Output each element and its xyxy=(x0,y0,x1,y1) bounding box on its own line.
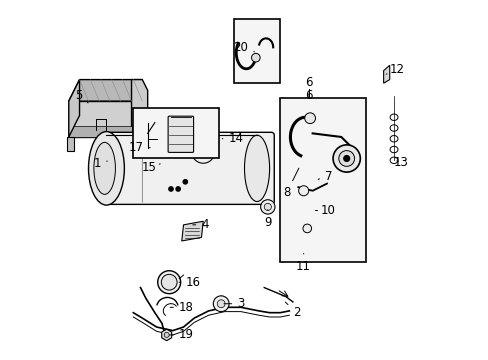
Polygon shape xyxy=(69,126,131,137)
Polygon shape xyxy=(182,221,203,241)
Polygon shape xyxy=(131,80,147,126)
Circle shape xyxy=(168,187,173,191)
Circle shape xyxy=(264,203,271,211)
Polygon shape xyxy=(383,65,389,83)
Ellipse shape xyxy=(244,135,269,202)
Text: 13: 13 xyxy=(393,156,407,168)
Text: 10: 10 xyxy=(315,204,334,217)
Text: 2: 2 xyxy=(285,302,300,319)
Text: 17: 17 xyxy=(128,141,150,154)
Text: 16: 16 xyxy=(179,276,201,289)
Text: 11: 11 xyxy=(296,253,310,273)
Circle shape xyxy=(343,156,349,161)
Polygon shape xyxy=(67,137,74,151)
Polygon shape xyxy=(69,80,142,101)
Circle shape xyxy=(298,186,308,196)
Text: 3: 3 xyxy=(224,297,244,310)
Circle shape xyxy=(147,125,165,142)
Text: 19: 19 xyxy=(169,328,194,341)
Circle shape xyxy=(183,180,187,184)
Text: 18: 18 xyxy=(170,301,193,314)
Text: 1: 1 xyxy=(94,157,107,170)
FancyBboxPatch shape xyxy=(168,116,193,152)
Text: 6: 6 xyxy=(305,76,312,89)
Text: 6: 6 xyxy=(305,89,312,102)
Circle shape xyxy=(251,53,260,62)
Text: 8: 8 xyxy=(283,168,298,199)
Circle shape xyxy=(217,300,224,308)
Circle shape xyxy=(304,113,315,123)
Circle shape xyxy=(161,274,177,290)
Polygon shape xyxy=(124,137,133,149)
Bar xyxy=(233,19,280,83)
Text: 9: 9 xyxy=(264,210,271,229)
Circle shape xyxy=(332,145,360,172)
Text: 15: 15 xyxy=(142,161,160,174)
Circle shape xyxy=(338,150,354,166)
Text: 5: 5 xyxy=(75,89,88,103)
Circle shape xyxy=(260,200,274,214)
Text: 4: 4 xyxy=(192,218,208,231)
FancyBboxPatch shape xyxy=(107,132,274,204)
Text: 14: 14 xyxy=(222,132,243,145)
Bar xyxy=(280,98,366,262)
Text: 12: 12 xyxy=(386,63,404,76)
Circle shape xyxy=(164,332,169,337)
Circle shape xyxy=(191,140,214,163)
Circle shape xyxy=(303,224,311,233)
Circle shape xyxy=(142,120,170,147)
Circle shape xyxy=(176,187,180,191)
Bar xyxy=(133,108,219,158)
Ellipse shape xyxy=(94,142,115,194)
Polygon shape xyxy=(69,80,80,137)
Ellipse shape xyxy=(88,132,124,205)
Text: 20: 20 xyxy=(233,41,254,54)
Circle shape xyxy=(213,296,228,312)
Circle shape xyxy=(158,271,180,294)
Text: 7: 7 xyxy=(318,170,332,183)
Polygon shape xyxy=(69,101,131,137)
